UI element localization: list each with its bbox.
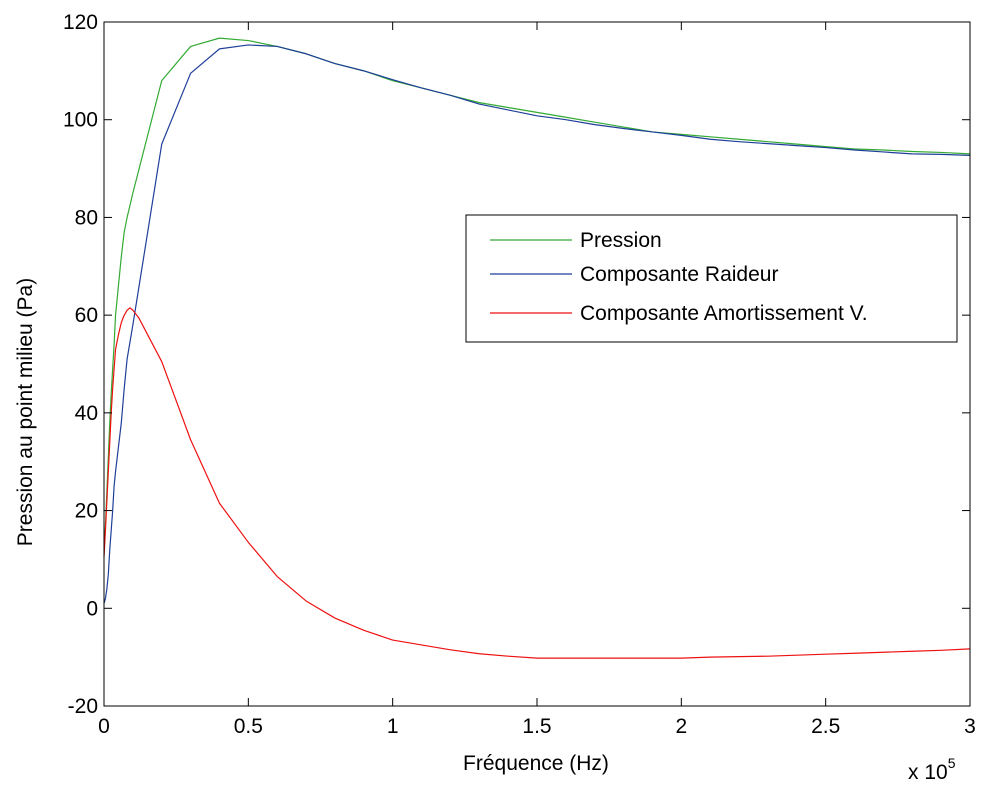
y-tick-label: 0 bbox=[86, 597, 98, 620]
legend-label-2: Composante Raideur bbox=[580, 263, 778, 286]
x-axis-title: Fréquence (Hz) bbox=[463, 752, 609, 775]
x-tick-label: 2 bbox=[675, 715, 687, 738]
y-tick-label: 100 bbox=[63, 109, 98, 132]
x-tick-label: 2.5 bbox=[811, 715, 840, 738]
y-tick-label: -20 bbox=[68, 695, 98, 718]
x-tick-label: 0.5 bbox=[234, 715, 263, 738]
series-line-3 bbox=[103, 307, 971, 659]
y-tick-label: 20 bbox=[75, 500, 98, 523]
plot-area bbox=[104, 22, 970, 706]
y-tick-label: 60 bbox=[75, 304, 98, 327]
x-tick-label: 1 bbox=[387, 715, 399, 738]
legend-box bbox=[465, 214, 958, 343]
x-axis-multiplier: x 105 bbox=[908, 755, 956, 784]
series-layer bbox=[103, 37, 971, 659]
series-line-2 bbox=[103, 44, 971, 604]
legend: Pression Composante Raideur Composante Amo… bbox=[465, 214, 958, 343]
y-axis-title: Pression au point milieu (Pa) bbox=[14, 278, 37, 546]
plot-background bbox=[104, 22, 970, 706]
x-tick-label: 1.5 bbox=[522, 715, 551, 738]
x-axis-multiplier-base: x 10 bbox=[908, 761, 948, 784]
x-tick-label: 3 bbox=[964, 715, 976, 738]
legend-label-1: Pression bbox=[580, 229, 662, 252]
y-tick-label: 80 bbox=[75, 206, 98, 229]
x-tick-label: 0 bbox=[98, 715, 110, 738]
legend-label-3: Composante Amortissement V. bbox=[580, 302, 868, 325]
y-tick-label: 40 bbox=[75, 402, 98, 425]
x-axis-multiplier-exponent: 5 bbox=[948, 755, 956, 771]
y-tick-label: 120 bbox=[63, 11, 98, 34]
